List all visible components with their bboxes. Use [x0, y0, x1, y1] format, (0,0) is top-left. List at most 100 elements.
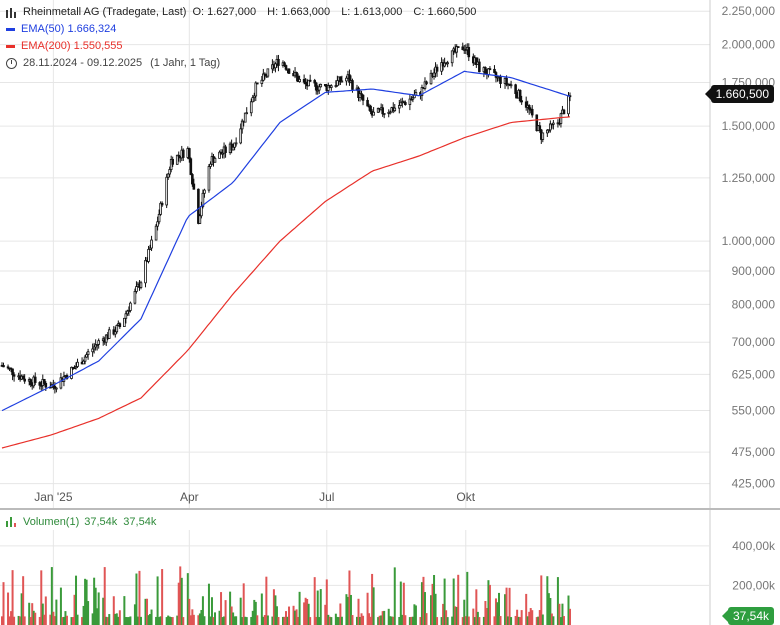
candle-body	[92, 346, 96, 350]
candle-body	[348, 74, 351, 83]
volume-bar	[422, 576, 425, 625]
candle-body	[171, 159, 175, 165]
candle-body	[82, 360, 85, 365]
x-tick-label: Apr	[180, 490, 199, 504]
candle-body	[148, 247, 152, 250]
volume-bar	[413, 604, 416, 625]
candle-body	[493, 68, 496, 73]
volume-bar	[52, 611, 55, 625]
volume-bar	[440, 617, 443, 625]
candle-body	[547, 129, 551, 132]
candle-body	[432, 72, 436, 77]
volume-bar	[401, 614, 404, 625]
candle-body	[277, 58, 280, 66]
volume-tick-label: 200,00k	[732, 578, 776, 592]
candle-body	[97, 340, 100, 345]
candle-body	[150, 239, 153, 249]
volume-bar	[209, 616, 212, 625]
candle-body	[95, 343, 99, 346]
candle-body	[160, 202, 164, 206]
candle-body	[376, 108, 380, 113]
volume-bar	[84, 578, 87, 625]
clock-icon	[6, 58, 17, 69]
date-range: 28.11.2024 - 09.12.2025	[23, 57, 143, 69]
candle-body	[191, 174, 194, 185]
candle-body	[240, 120, 244, 130]
volume-label[interactable]: Volumen(1)	[23, 516, 80, 528]
candle-body	[224, 146, 227, 153]
volume-bar	[556, 577, 559, 625]
volume-value-1: 37,54k	[84, 516, 118, 528]
candle-body	[207, 166, 211, 191]
volume-bar	[520, 610, 523, 625]
volume-bar	[272, 589, 275, 625]
candle-body	[393, 107, 397, 112]
volume-bars-icon	[6, 517, 18, 527]
candle-body	[135, 286, 138, 292]
y-tick-label: 625,000	[732, 367, 776, 381]
volume-bar	[61, 617, 64, 625]
volume-bar	[454, 606, 457, 625]
chart-legend: Rheinmetall AG (Tradegate, Last) O: 1.62…	[6, 4, 484, 72]
volume-bar	[457, 574, 460, 625]
volume-bar	[180, 577, 183, 625]
volume-bar	[197, 615, 200, 625]
candle-body	[177, 154, 181, 157]
candle-body	[411, 97, 415, 100]
volume-bar	[516, 609, 519, 625]
volume-bar	[207, 583, 210, 625]
candle-body	[266, 68, 270, 77]
volume-bar	[526, 616, 529, 625]
candle-body	[455, 46, 459, 53]
volume-bar	[214, 612, 216, 625]
candle-body	[157, 213, 161, 223]
ema200-swatch	[6, 45, 15, 48]
volume-bar	[404, 615, 407, 625]
volume-bar	[136, 616, 139, 625]
volume-bar	[411, 616, 414, 625]
volume-bar	[519, 617, 522, 625]
period-label: (1 Jahr, 1 Tag)	[150, 57, 221, 69]
volume-bar	[126, 617, 129, 625]
volume-bar	[108, 614, 111, 625]
candle-body	[53, 385, 57, 389]
candle-body	[535, 114, 539, 131]
volume-bar	[2, 582, 5, 625]
volume-bar	[263, 615, 266, 625]
volume-bar	[328, 616, 331, 625]
low-value: L: 1.613,000	[341, 6, 403, 18]
volume-bar	[488, 584, 491, 625]
volume-bar	[430, 595, 433, 625]
volume-value-2: 37,54k	[123, 516, 157, 528]
ema50-label[interactable]: EMA(50) 1.666,324	[21, 23, 117, 35]
y-tick-label: 550,000	[732, 404, 776, 418]
volume-bar	[463, 599, 466, 625]
candle-body	[552, 122, 555, 125]
candle-body	[567, 95, 570, 115]
candle-body	[467, 47, 471, 58]
candle-body	[478, 61, 481, 73]
candle-body	[345, 77, 348, 82]
candle-body	[252, 95, 256, 99]
ema200-label[interactable]: EMA(200) 1.550,555	[21, 40, 123, 52]
volume-bar	[250, 616, 253, 625]
candle-body	[410, 98, 413, 101]
candle-body	[70, 366, 73, 379]
y-tick-label: 475,000	[732, 445, 776, 459]
volume-bar	[10, 611, 13, 625]
volume-bar	[482, 616, 485, 625]
volume-bar	[53, 616, 56, 625]
volume-bar	[334, 613, 337, 625]
candle-body	[118, 323, 122, 327]
candle-body	[408, 98, 412, 105]
candle-body	[541, 132, 545, 140]
volume-bar	[340, 616, 343, 625]
volume-bar	[316, 590, 319, 625]
volume-bar	[146, 598, 149, 625]
candle-body	[38, 382, 42, 386]
candle-body	[144, 260, 147, 284]
candle-body	[559, 113, 563, 124]
volume-bar	[288, 606, 291, 625]
volume-bar	[356, 616, 358, 625]
high-value: H: 1.663,000	[267, 6, 331, 18]
